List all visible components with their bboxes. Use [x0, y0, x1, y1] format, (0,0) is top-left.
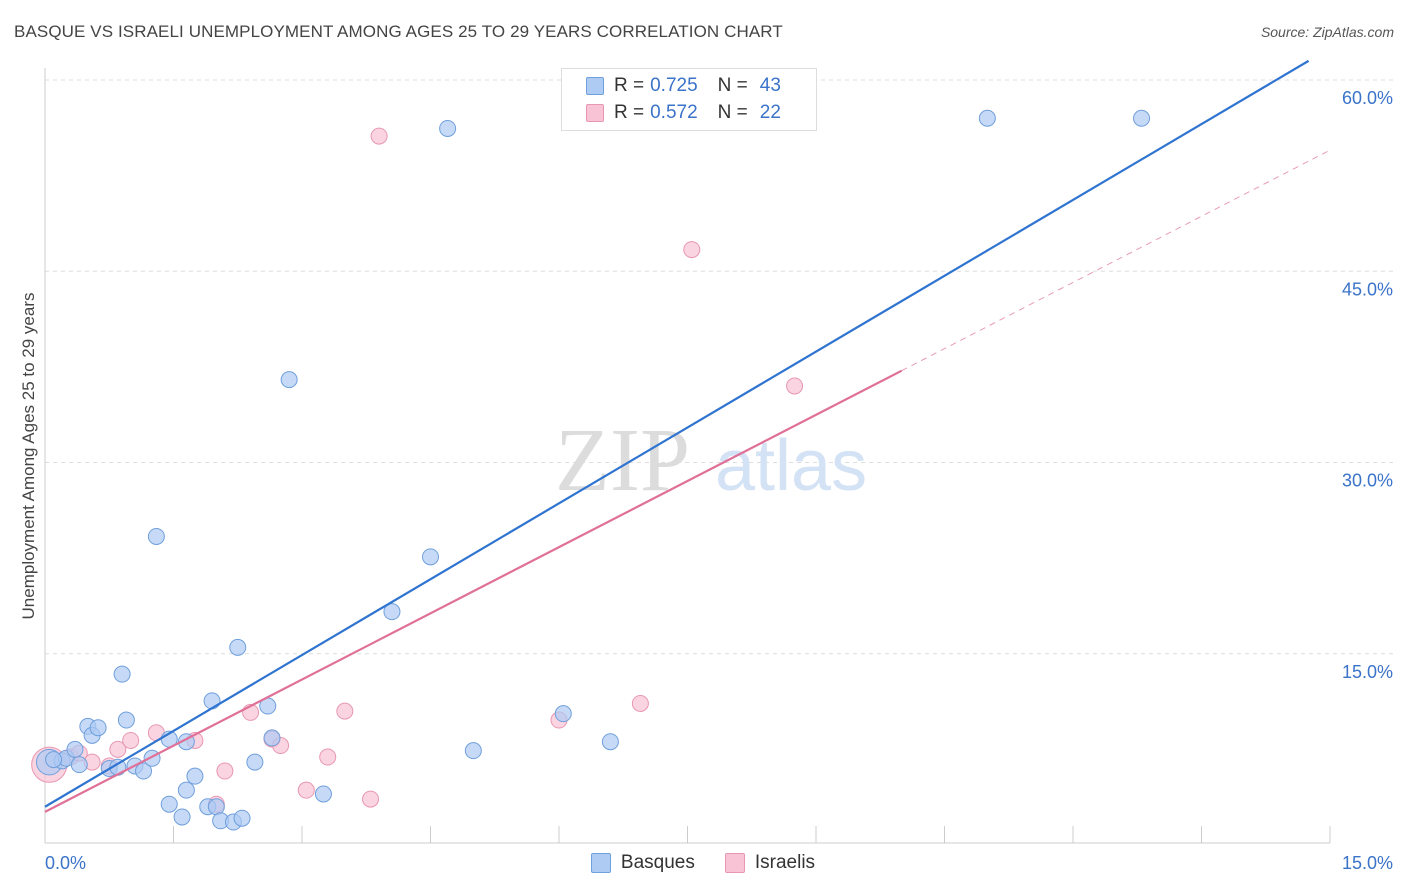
legend-r-label: R =: [614, 102, 645, 123]
source-label: Source: ZipAtlas.com: [1260, 24, 1394, 40]
legend-r-label: R =: [614, 75, 645, 96]
israelis-point: [319, 748, 337, 766]
basques-point: [135, 762, 153, 780]
basques-point: [246, 753, 264, 771]
basques-point: [160, 795, 178, 813]
x-tick-label: 15.0%: [1342, 853, 1393, 873]
basques-point: [978, 109, 996, 127]
legend-row-israelis: R = 0.572 N = 22: [586, 102, 781, 124]
israelis-point: [122, 731, 140, 749]
israelis-point: [370, 127, 388, 145]
basques-point: [173, 808, 191, 826]
basques-point: [314, 785, 332, 803]
basques-point: [203, 692, 221, 710]
legend-r-value: 0.572: [650, 102, 698, 123]
basques-point: [263, 729, 281, 747]
basques-point: [233, 809, 251, 827]
basques-point: [422, 548, 439, 566]
grid-lines: [45, 79, 1395, 655]
israelis-point: [683, 241, 701, 259]
basques-point: [113, 665, 131, 683]
watermark: ZIP atlas: [555, 411, 867, 510]
basques-point: [439, 119, 457, 137]
israelis-point: [216, 762, 234, 780]
chart-title: BASQUE VS ISRAELI UNEMPLOYMENT AMONG AGE…: [14, 22, 783, 41]
tick-labels: 15.0% 30.0% 45.0% 60.0% 0.0% 15.0%: [45, 88, 1393, 873]
legend-n-label: N =: [717, 102, 748, 123]
israelis-point: [109, 740, 127, 758]
basques-point: [177, 781, 195, 799]
legend-n-label: N =: [717, 75, 748, 96]
y-tick-label: 30.0%: [1342, 471, 1393, 491]
israelis-point: [631, 694, 649, 712]
basques-point: [45, 751, 63, 769]
basques-point: [464, 742, 482, 760]
watermark-atlas: atlas: [715, 426, 867, 506]
legend-label-basques: Basques: [620, 852, 695, 873]
y-tick-label: 60.0%: [1342, 88, 1393, 108]
basques-point: [207, 798, 225, 816]
y-axis-label: Unemployment Among Ages 25 to 29 years: [19, 292, 38, 620]
basques-point: [383, 603, 401, 621]
basques-point: [147, 527, 165, 545]
basques-point: [601, 733, 619, 751]
israelis-point: [362, 790, 380, 808]
legend-n-value: 43: [759, 75, 781, 96]
trend-line-basques: [44, 59, 1310, 808]
legend-label-israelis: Israelis: [754, 852, 816, 873]
basques-point: [89, 719, 107, 737]
x-tick-label: 0.0%: [45, 853, 86, 873]
correlation-legend: R = 0.725 N = 43 R = 0.572 N = 22: [561, 68, 817, 131]
basques-point: [117, 711, 135, 729]
y-tick-label: 15.0%: [1342, 662, 1393, 682]
legend-row-basques: R = 0.725 N = 43: [586, 75, 781, 97]
series-legend: Basques Israelis: [0, 852, 1406, 874]
basques-point: [229, 638, 247, 656]
legend-n-value: 22: [759, 102, 781, 123]
legend-swatch-basques: [590, 853, 611, 873]
legend-r-value: 0.725: [650, 75, 698, 96]
legend-swatch-israelis: [724, 853, 745, 873]
basques-point: [554, 705, 572, 723]
legend-item-basques[interactable]: Basques: [590, 852, 695, 874]
basques-point: [70, 756, 88, 774]
axes: [44, 68, 1331, 844]
trend-extension-israelis: [901, 149, 1331, 372]
legend-item-israelis[interactable]: Israelis: [724, 852, 816, 874]
legend-swatch-basques: [586, 77, 604, 95]
y-tick-label: 45.0%: [1342, 279, 1393, 299]
basques-point: [280, 371, 298, 389]
israelis-point: [336, 702, 354, 720]
israelis-point: [786, 377, 804, 395]
trend-lines: [44, 59, 1331, 813]
israelis-point: [297, 781, 315, 799]
basques-point: [66, 740, 84, 758]
watermark-zip: ZIP: [555, 411, 690, 510]
basques-point: [186, 767, 204, 785]
trend-line-israelis: [44, 369, 903, 813]
legend-swatch-israelis: [586, 104, 604, 122]
basques-point: [1133, 109, 1151, 127]
